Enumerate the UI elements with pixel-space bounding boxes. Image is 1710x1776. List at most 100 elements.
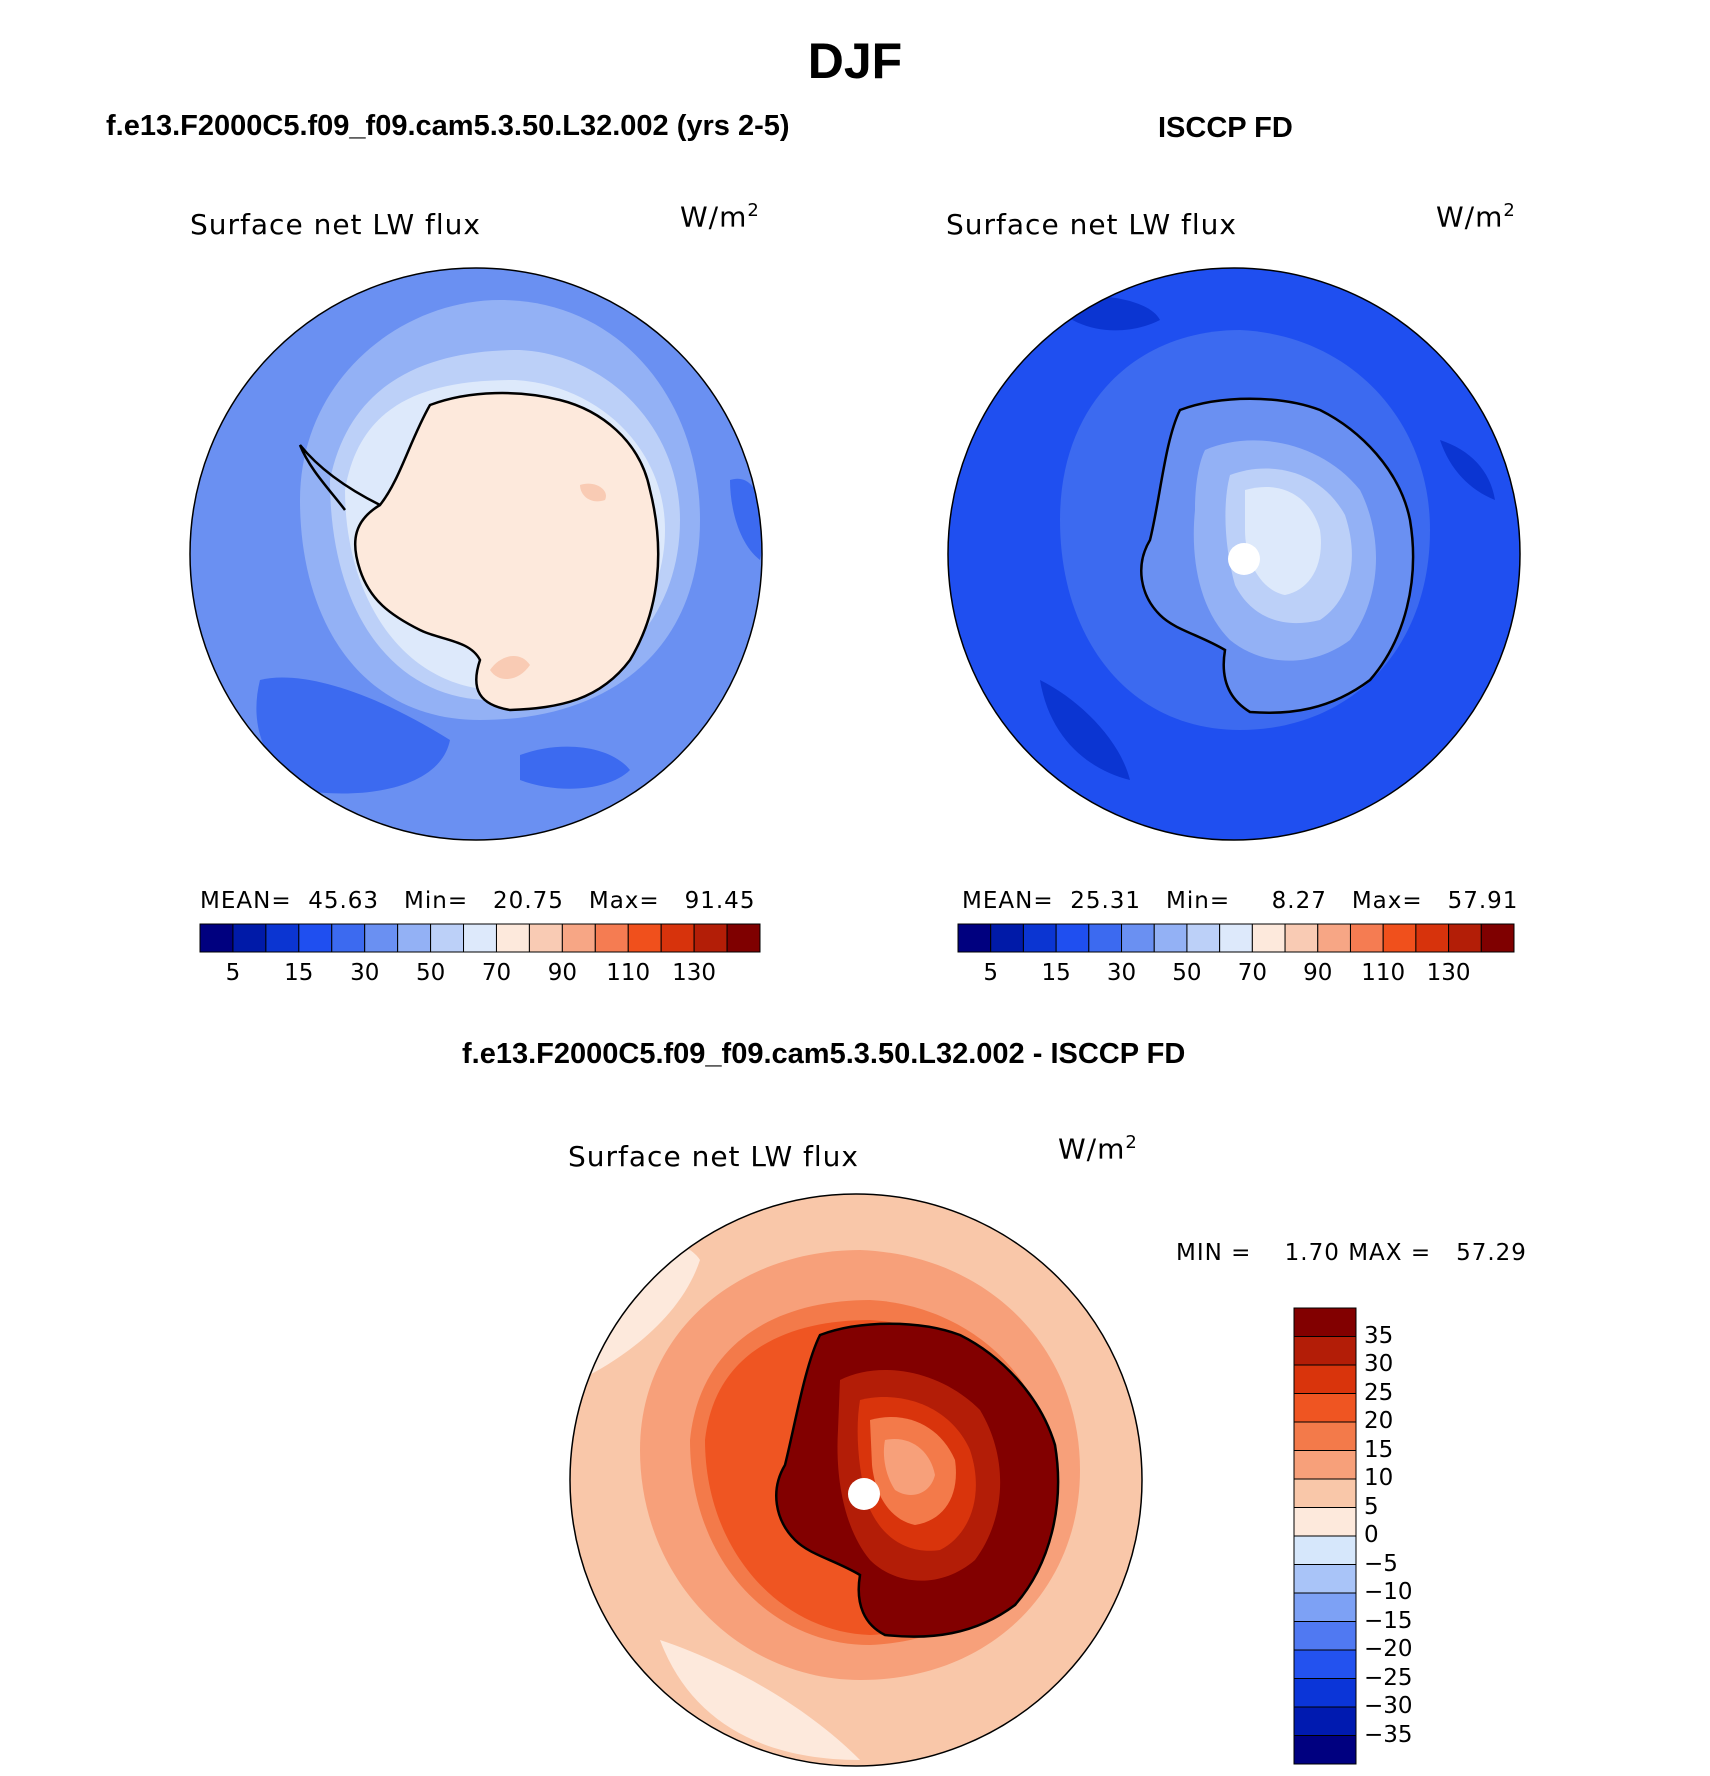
obs-pole-hole	[1228, 543, 1260, 575]
diff-coastline	[775, 1322, 1060, 1638]
diff-colorbar-tick-label: −10	[1364, 1579, 1413, 1605]
diff-colorbar-box	[1293, 1621, 1357, 1651]
model-warm-patch-2	[580, 483, 606, 502]
obs-colorbar-box	[1284, 923, 1319, 953]
model-dark-patch-s	[520, 746, 630, 789]
model-colorbar-tick-label: 110	[606, 960, 651, 986]
obs-colorbar-box	[1088, 923, 1123, 953]
diff-colorbar-box	[1293, 1592, 1357, 1622]
diff-colorbar-box	[1293, 1336, 1357, 1366]
model-colorbar-box	[430, 923, 465, 953]
model-units-label: W/m2	[680, 200, 760, 234]
diff-panel-header: f.e13.F2000C5.f09_f09.cam5.3.50.L32.002 …	[462, 1038, 1186, 1070]
obs-colorbar-box	[1186, 923, 1221, 953]
diff-colorbar-box	[1293, 1535, 1357, 1565]
diff-colorbar-box	[1293, 1706, 1357, 1736]
obs-stats: MEAN= 25.31 Min= 8.27 Max= 57.91	[962, 888, 1519, 914]
obs-dark-patch-e	[1440, 440, 1495, 500]
model-stats: MEAN= 45.63 Min= 20.75 Max= 91.45	[200, 888, 756, 914]
obs-colorbar-tick-label: 70	[1237, 960, 1267, 986]
diff-land-light	[883, 1439, 935, 1495]
diff-colorbar	[1293, 1307, 1357, 1765]
diff-colorbar-tick-label: −15	[1364, 1607, 1413, 1634]
model-colorbar-tick-label: 5	[225, 960, 241, 986]
diff-colorbar-tick-label: 30	[1364, 1351, 1394, 1377]
model-colorbar-box	[364, 923, 399, 953]
obs-colorbar-tick-label: 50	[1172, 960, 1202, 986]
obs-colorbar-box	[1317, 923, 1351, 953]
diff-colorbar-tick-label: 15	[1364, 1436, 1394, 1463]
diff-colorbar-box	[1293, 1450, 1357, 1480]
model-colorbar-tick-label: 50	[415, 960, 446, 986]
obs-colorbar-box	[1448, 923, 1482, 953]
diff-colorbar-box	[1293, 1507, 1357, 1537]
diff-colorbar-box	[1293, 1364, 1357, 1394]
diff-colorbar-tick-label: 0	[1364, 1522, 1379, 1548]
diff-colorbar-tick-label: 25	[1364, 1379, 1394, 1406]
obs-colorbar-box	[1349, 923, 1384, 953]
model-colorbar-box	[331, 923, 366, 953]
model-colorbar-box	[561, 923, 596, 953]
model-colorbar-box	[495, 923, 530, 953]
model-coastline	[298, 391, 660, 712]
obs-land-core	[1245, 486, 1321, 595]
diff-colorbar-tick-label: −35	[1364, 1721, 1413, 1748]
model-colorbar-box	[199, 923, 234, 953]
diff-colorbar-box	[1293, 1307, 1357, 1337]
obs-colorbar-box	[1121, 923, 1155, 953]
model-colorbar-box	[594, 923, 629, 953]
diff-colorbar-box	[1293, 1735, 1357, 1765]
model-colorbar	[199, 923, 761, 953]
model-map-border	[189, 267, 763, 841]
model-colorbar-tick-label: 70	[481, 960, 512, 986]
diff-colorbar-box	[1293, 1421, 1357, 1451]
diff-colorbar-tick-label: −30	[1364, 1693, 1413, 1719]
diff-colorbar-box	[1293, 1564, 1357, 1594]
diff-colorbar-box	[1293, 1649, 1357, 1679]
obs-coastline	[1140, 397, 1415, 715]
model-colorbar-box	[660, 923, 695, 953]
obs-colorbar-box	[1022, 923, 1057, 953]
diff-colorbar-box	[1293, 1393, 1357, 1423]
model-colorbar-box	[627, 923, 662, 953]
diff-colorbar-tick-label: 35	[1364, 1322, 1394, 1349]
model-colorbar-box	[528, 923, 563, 953]
model-colorbar-box	[693, 923, 728, 953]
model-dark-patch-sw	[256, 677, 450, 794]
obs-colorbar-box	[1251, 923, 1286, 953]
model-colorbar-tick-label: 15	[284, 960, 314, 986]
model-colorbar-tick-label: 90	[547, 960, 577, 986]
obs-colorbar-tick-label: 130	[1426, 960, 1471, 986]
obs-colorbar-box	[1480, 923, 1515, 953]
diff-stats: MIN = 1.70 MAX = 57.29	[1176, 1240, 1527, 1266]
obs-colorbar-box	[1415, 923, 1450, 953]
diff-colorbar-tick-label: 5	[1364, 1493, 1379, 1520]
obs-colorbar-tick-label: 30	[1106, 960, 1137, 986]
obs-colorbar-tick-label: 90	[1303, 960, 1333, 986]
obs-dark-patch-sw	[1040, 680, 1130, 780]
diff-colorbar-box	[1293, 1678, 1357, 1708]
diff-units-label: W/m2	[1058, 1132, 1138, 1166]
model-variable-label: Surface net LW flux	[190, 208, 481, 241]
obs-colorbar	[957, 923, 1515, 953]
model-warm-patch	[490, 655, 530, 680]
model-colorbar-box	[298, 923, 333, 953]
diff-colorbar-tick-label: −20	[1364, 1636, 1413, 1662]
model-colorbar-box	[232, 923, 267, 953]
obs-colorbar-tick-label: 15	[1041, 960, 1071, 986]
obs-colorbar-box	[1153, 923, 1188, 953]
obs-map-border	[947, 267, 1521, 841]
obs-colorbar-tick-label: 5	[983, 960, 999, 986]
obs-colorbar-box	[990, 923, 1024, 953]
diff-colorbar-tick-label: −25	[1364, 1664, 1413, 1691]
model-panel-header: f.e13.F2000C5.f09_f09.cam5.3.50.L32.002 …	[106, 110, 790, 142]
diff-colorbar-box	[1293, 1478, 1357, 1508]
diff-variable-label: Surface net LW flux	[568, 1140, 859, 1173]
model-colorbar-tick-label: 30	[350, 960, 380, 986]
diff-colorbar-tick-label: 20	[1364, 1408, 1394, 1434]
model-colorbar-tick-label: 130	[672, 960, 717, 986]
model-colorbar-box	[397, 923, 432, 953]
